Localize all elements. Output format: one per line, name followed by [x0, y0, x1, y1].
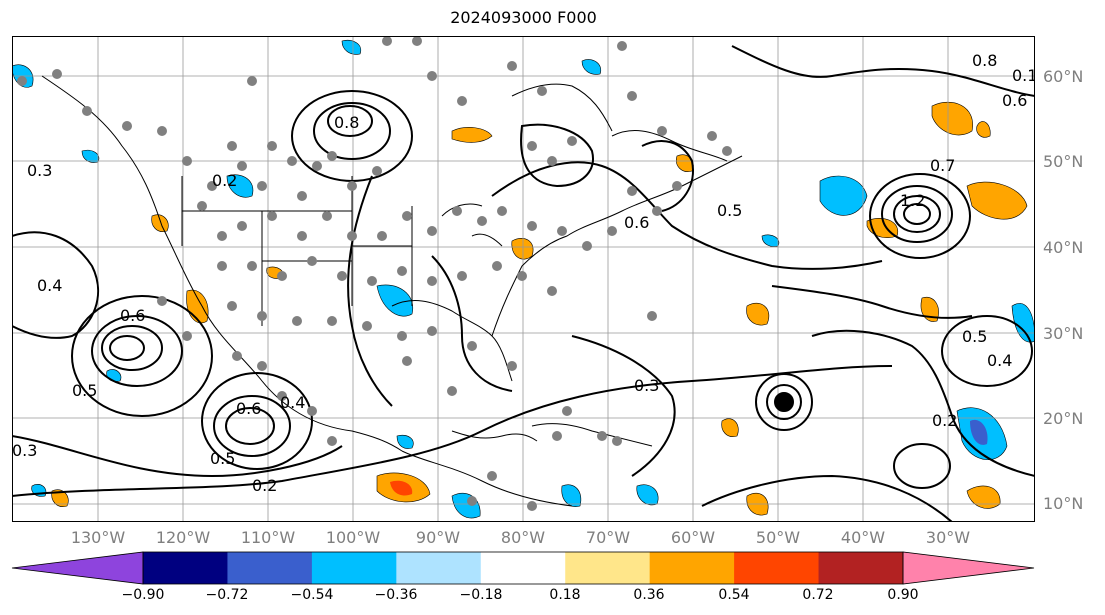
contour-label: 0.4	[280, 393, 305, 412]
contour-label: 0.5	[717, 201, 742, 220]
map-frame	[12, 36, 1035, 522]
lon-label: 60°W	[670, 528, 716, 547]
colorbar-tick-label: 0.90	[887, 587, 919, 603]
colorbar-tick-label: −0.72	[205, 587, 249, 603]
lon-label: 90°W	[415, 528, 461, 547]
contour-label: 0.4	[987, 351, 1012, 370]
lat-label: 30°N	[1043, 324, 1084, 343]
lon-label: 110°W	[240, 528, 296, 547]
contour-label: 0.6	[624, 213, 649, 232]
lat-label: 40°N	[1043, 238, 1084, 257]
contour-label: 0.5	[72, 381, 97, 400]
colorbar-swatch	[565, 552, 651, 584]
contour-label: 0.6	[236, 399, 261, 418]
colorbar-tick-label: 0.36	[633, 587, 665, 603]
map-title: 2024093000 F000	[450, 8, 597, 27]
lon-label: 50°W	[755, 528, 801, 547]
contour-label: 0.2	[212, 171, 237, 190]
colorbar-tick-label: −0.90	[121, 587, 165, 603]
contour-label: 0.3	[27, 161, 52, 180]
lon-label: 120°W	[155, 528, 211, 547]
colorbar-swatch	[734, 552, 820, 584]
contour-label: 0.3	[12, 441, 37, 460]
contour-label: 0.5	[210, 449, 235, 468]
contour-label: 1.2	[900, 191, 925, 210]
lon-label: 30°W	[925, 528, 971, 547]
station-dots	[17, 36, 732, 511]
contour-label: 0.3	[634, 376, 659, 395]
weather-map: 0.3 0.4 0.5 0.6 0.8 1.2 0.2 0.5 0.6 0.4 …	[12, 36, 1035, 522]
lon-label: 100°W	[325, 528, 381, 547]
colorbar-swatch	[903, 552, 1034, 584]
colorbar	[11, 551, 1035, 585]
lon-label: 130°W	[70, 528, 126, 547]
contour-label: 0.5	[962, 327, 987, 346]
lat-label: 10°N	[1043, 494, 1084, 513]
colorbar-swatch	[396, 552, 482, 584]
colorbar-swatches	[12, 552, 1034, 584]
lon-label: 70°W	[585, 528, 631, 547]
colorbar-swatch	[311, 552, 397, 584]
colorbar-swatch	[143, 552, 228, 584]
lon-label: 40°W	[840, 528, 886, 547]
lat-label: 20°N	[1043, 409, 1084, 428]
contour-label: 0.2	[932, 411, 957, 430]
contour-label: 0.2	[252, 476, 277, 495]
contour-label: 0.6	[1002, 91, 1027, 110]
colorbar-swatch	[818, 552, 904, 584]
contour-lines	[12, 45, 1035, 522]
contour-label: 0.4	[37, 276, 62, 295]
lon-label: 80°W	[500, 528, 546, 547]
contour-label: 0.8	[334, 113, 359, 132]
contour-label: 0.1	[1012, 66, 1035, 85]
colorbar-tick-label: 0.72	[802, 587, 834, 603]
colorbar-tick-label: −0.36	[374, 587, 418, 603]
colorbar-tick-label: 0.18	[549, 587, 581, 603]
contour-label: 0.8	[972, 51, 997, 70]
lat-label: 60°N	[1043, 67, 1084, 86]
lat-label: 50°N	[1043, 152, 1084, 171]
colorbar-swatch	[480, 552, 566, 584]
contour-label: 0.6	[120, 306, 145, 325]
colorbar-tick-label: −0.54	[290, 587, 334, 603]
colorbar-swatch	[227, 552, 313, 584]
contour-label-group: 0.3 0.4 0.5 0.6 0.8 1.2 0.2 0.5 0.6 0.4 …	[12, 51, 1035, 495]
colorbar-swatch	[649, 552, 735, 584]
contour-label: 0.7	[930, 156, 955, 175]
colorbar-swatch	[12, 552, 143, 584]
colorbar-tick-label: 0.54	[718, 587, 750, 603]
colorbar-tick-label: −0.18	[459, 587, 503, 603]
